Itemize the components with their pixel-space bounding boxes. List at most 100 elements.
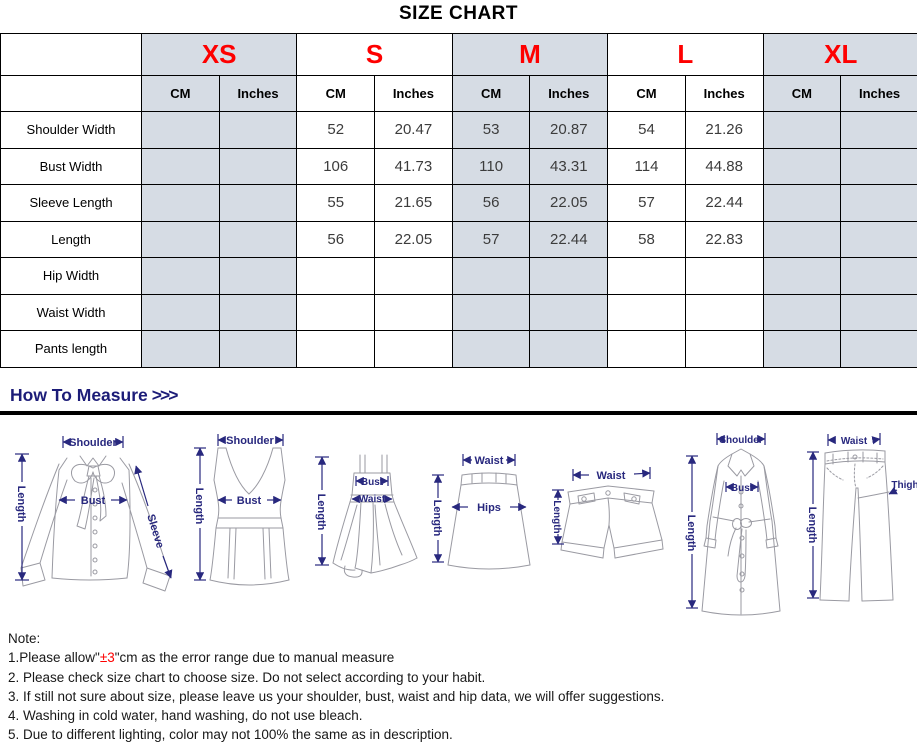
size-table: XS S M L XL CM Inches CM Inches CM Inches CM Inches C… [0,33,917,368]
shorts-diagram: Waist Length [551,467,664,559]
size-header-xs: XS [140,33,298,76]
value-cell: 22.05 [374,220,453,258]
measure-label: Length [193,488,205,525]
value-cell [529,293,609,331]
value-cell [762,257,842,295]
row-label: Hip Width [0,257,142,295]
value-cell [451,330,531,368]
how-to-measure-heading: How To Measure >>> [10,385,179,406]
value-cell [762,293,842,331]
dress-drawing [332,454,418,578]
skirt-drawing [447,472,531,570]
value-cell [374,330,453,368]
size-header-l: L [607,33,764,76]
value-cell [684,257,764,295]
measure-label: Bust [731,483,754,494]
value-cell [141,147,220,185]
row-label: Waist Width [0,293,142,331]
measure-label: Hips [477,502,501,514]
unit-header: Inches [684,75,764,112]
value-cell: 58 [607,220,686,258]
value-cell [296,293,376,331]
value-cell: 22.83 [684,220,764,258]
unit-header: CM [762,75,842,112]
value-cell: 20.87 [529,111,609,149]
pants-drawing [819,449,894,602]
value-cell [141,293,220,331]
value-cell [529,257,609,295]
value-cell: 54 [607,111,686,149]
unit-header: CM [607,75,686,112]
chevrons-icon: >>> [151,385,179,405]
unit-header: CM [141,75,220,112]
measure-label: Shoulder [226,435,274,447]
value-cell [840,147,917,185]
value-cell [762,220,842,258]
value-cell [607,330,686,368]
row-label: Pants length [0,330,142,368]
size-header-xl: XL [762,33,917,76]
shorts-drawing [560,485,664,559]
value-cell [296,330,376,368]
value-cell [141,111,220,149]
dress-diagram: Length Bust Waist [315,454,418,578]
measure-label: Bust [81,495,106,507]
value-cell: 52 [296,111,376,149]
measure-label: Thigh [891,480,917,491]
value-cell: 22.44 [529,220,609,258]
value-cell [374,257,453,295]
value-cell [141,184,220,222]
divider-line [0,411,917,415]
measure-label: Bust [237,495,262,507]
row-label: Bust Width [0,147,142,185]
measure-label: Length [806,507,818,544]
value-cell [141,330,220,368]
how-to-measure-text: How To Measure [10,385,148,405]
value-cell: 22.05 [529,184,609,222]
unit-header: CM [296,75,376,112]
coat-measures: Shoulder Bust Length [685,433,766,609]
notes-heading: Note: [8,631,41,646]
measure-label: Waist [597,470,626,482]
measure-label: Waist [841,436,868,447]
value-cell: 57 [607,184,686,222]
value-cell: 44.88 [684,147,764,185]
row-label: Length [0,220,142,258]
value-cell [218,184,298,222]
coat-drawing [701,448,781,616]
unit-header: Inches [529,75,609,112]
measure-label: Length [551,500,562,533]
value-cell [141,257,220,295]
value-cell [840,330,917,368]
measure-label: Length [15,486,27,523]
blouse-diagram: Shoulder Length Bust Sleeve [15,436,173,592]
value-cell [218,257,298,295]
row-label: Sleeve Length [0,184,142,222]
value-cell: 55 [296,184,376,222]
value-cell [840,111,917,149]
tank-top-measures: Shoulder Length Bust [193,434,284,581]
value-cell: 53 [451,111,531,149]
size-header-m: M [451,33,609,76]
coat-diagram: Shoulder Bust Length [685,433,781,616]
value-cell [218,220,298,258]
note-line: 1.Please allow"±3"cm as the error range … [8,650,395,666]
tank-top-drawing [209,447,290,586]
measure-label: Sleeve [144,513,166,550]
value-cell [607,257,686,295]
value-cell [840,293,917,331]
unit-header: Inches [840,75,917,112]
value-cell [451,293,531,331]
value-cell [762,147,842,185]
blouse-measures: Shoulder Length Bust Sleeve [15,436,173,581]
value-cell [607,293,686,331]
value-cell: 21.26 [684,111,764,149]
unit-header: Inches [374,75,453,112]
page-title: SIZE CHART [399,3,518,24]
measure-label: Shoulder [69,437,117,449]
note-line: 2. Please check size chart to choose siz… [8,669,486,685]
tank-top-diagram: Shoulder Length Bust [193,434,290,586]
corner-cell [0,33,142,76]
value-cell [684,330,764,368]
